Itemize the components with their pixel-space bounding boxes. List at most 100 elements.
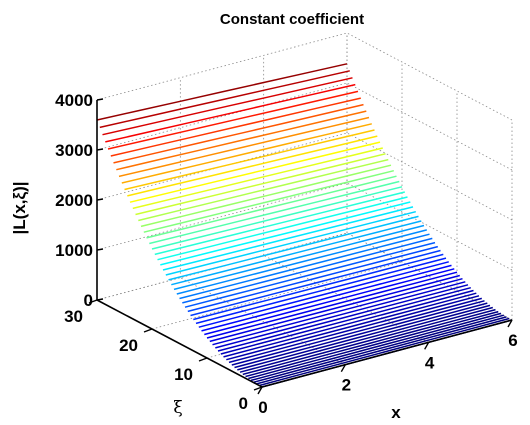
surface-line	[182, 237, 433, 304]
xi-tick-label: 0	[239, 394, 248, 413]
surface-line	[149, 180, 400, 245]
surface-line	[231, 297, 482, 366]
surface-line	[99, 70, 350, 129]
z-tick-label: 3000	[55, 141, 93, 160]
x-axis-line	[261, 319, 513, 388]
surface-line	[242, 306, 493, 376]
surface-line	[138, 158, 389, 222]
surface-line	[105, 83, 356, 143]
surface-line	[118, 116, 370, 178]
xi-tick-label: 10	[174, 365, 193, 384]
side-wall-grid-z	[346, 32, 513, 121]
x-axis-label: x	[391, 403, 401, 422]
surface-line	[204, 268, 455, 336]
back-wall-grid-z	[96, 182, 348, 251]
surface-line	[121, 123, 372, 184]
z-tick-mark	[96, 98, 104, 101]
side-wall-grid-z	[346, 82, 513, 171]
xi-axis-line	[96, 299, 263, 388]
surface-line	[239, 304, 491, 373]
surface-line	[165, 210, 416, 276]
z-tick-mark	[96, 148, 104, 151]
back-wall-grid-z	[96, 32, 348, 101]
xi-tick-label: 30	[64, 307, 83, 326]
x-tick-label: 6	[508, 331, 517, 350]
surface-line	[102, 77, 353, 136]
z-tick-label: 2000	[55, 191, 93, 210]
surface-line	[179, 233, 430, 300]
surface-line	[250, 312, 502, 382]
z-tick-mark	[96, 298, 104, 301]
surface-line	[132, 147, 383, 210]
surface-line	[226, 292, 477, 361]
floor-grid-xi	[151, 261, 403, 330]
surface-line	[187, 245, 438, 313]
surface-line	[198, 261, 449, 328]
surface-line	[234, 300, 485, 369]
surface-line	[135, 153, 386, 216]
surface-line	[223, 289, 474, 358]
surface-line	[206, 271, 458, 339]
surface-line	[228, 295, 480, 364]
surface-line	[237, 302, 488, 371]
side-wall-grid-z	[346, 232, 513, 321]
surface-line	[245, 308, 496, 378]
surface-mesh	[96, 63, 513, 388]
z-tick-label: 4000	[55, 91, 93, 110]
surface-line	[209, 274, 460, 343]
z-tick-mark	[96, 248, 104, 251]
surface-line	[190, 249, 441, 317]
surface-line	[215, 281, 466, 349]
side-wall-grid-z	[346, 182, 513, 271]
x-tick-mark	[257, 386, 263, 395]
surface-line	[157, 196, 408, 261]
surface-line	[110, 97, 361, 157]
surface-line	[220, 286, 471, 355]
surface-line	[168, 215, 419, 281]
chart-title: Constant coefficient	[220, 11, 364, 28]
x-tick-label: 2	[342, 376, 351, 395]
x-tick-mark	[340, 364, 346, 373]
z-tick-mark	[96, 198, 104, 201]
surface-line	[140, 164, 392, 228]
surface-line	[154, 191, 405, 256]
x-tick-label: 0	[258, 398, 267, 417]
surface-line	[259, 317, 510, 387]
surface-line	[217, 284, 469, 352]
floor-grid-x	[263, 254, 429, 343]
surface-line	[173, 224, 425, 291]
surface-line	[151, 186, 403, 250]
surface-line	[127, 135, 378, 197]
surface-line	[193, 253, 444, 321]
z-tick-label: 0	[84, 291, 93, 310]
surface-line	[113, 103, 364, 164]
surface-line	[212, 277, 463, 346]
y-axis-label: ξ	[173, 398, 182, 418]
surface-line	[162, 206, 414, 271]
x-tick-label: 4	[425, 353, 435, 372]
xi-tick-mark	[88, 299, 98, 304]
surface-line	[256, 316, 507, 385]
z-axis-label: |L(x,ξ)|	[10, 182, 29, 235]
surface-line	[184, 241, 436, 308]
surface-line	[160, 201, 411, 266]
xi-tick-label: 20	[119, 336, 138, 355]
floor-grid-x	[180, 277, 346, 366]
surface-line	[171, 220, 422, 286]
surface-line	[116, 110, 367, 171]
side-wall-grid-z	[346, 132, 513, 221]
surface-line	[96, 63, 348, 121]
surface-line	[107, 90, 359, 150]
surface-line	[195, 257, 447, 325]
x-tick-mark	[424, 341, 430, 350]
surface-line	[129, 141, 381, 203]
xi-tick-mark	[143, 328, 153, 333]
xi-tick-mark	[198, 357, 208, 362]
surface-line	[146, 175, 397, 239]
z-tick-label: 1000	[55, 241, 93, 260]
back-wall-grid-z	[96, 82, 348, 151]
x-tick-mark	[507, 319, 513, 328]
